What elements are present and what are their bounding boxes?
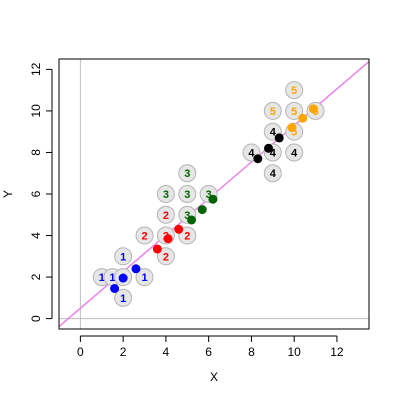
label-marker-circle <box>114 288 133 307</box>
label-marker-text: 3 <box>163 189 169 201</box>
x-tick-label: 4 <box>163 345 170 359</box>
group-4-dot <box>274 133 284 143</box>
label-marker-circle <box>114 247 133 266</box>
group-1-dot <box>118 273 128 283</box>
label-marker-text: 5 <box>291 127 297 139</box>
plot-area: 11111122222333334444455555 <box>59 59 369 329</box>
group-4-dot <box>253 154 263 164</box>
label-marker-text: 5 <box>291 106 297 118</box>
label-marker-text: 3 <box>184 210 190 222</box>
x-tick-label: 8 <box>248 345 255 359</box>
label-marker-circle <box>156 185 175 203</box>
group-3: 3 3 3 3 3 <box>156 164 218 225</box>
label-marker-text: 4 <box>248 147 255 159</box>
group-4-label-marker: 4 <box>285 143 304 162</box>
label-marker-circle <box>178 185 197 203</box>
group-3-label-marker: 3 <box>178 164 197 183</box>
y-tick-label: 10 <box>29 104 43 118</box>
group-2-dot <box>152 244 162 254</box>
label-marker-text: 4 <box>270 147 277 159</box>
label-marker-text: 2 <box>141 231 147 243</box>
group-1-label-marker: 1 <box>114 288 133 307</box>
label-marker-circle <box>178 164 197 183</box>
group-1: 111111 <box>92 247 154 307</box>
x-tick-label: 0 <box>77 345 84 359</box>
label-marker-text: 1 <box>99 272 105 284</box>
label-marker-text: 4 <box>270 127 277 139</box>
label-marker-circle <box>135 226 154 245</box>
label-marker-circle <box>285 81 304 100</box>
group-3-dot <box>208 194 218 204</box>
x-tick-label: 6 <box>205 345 212 359</box>
group-1-label-marker: 1 <box>135 268 154 287</box>
y-axis: 0 2 4 6 8 10 12 <box>29 62 53 322</box>
label-marker-circle <box>285 143 304 162</box>
group-1-label-marker: 1 <box>114 247 133 266</box>
y-tick-label: 2 <box>29 273 43 280</box>
y-tick-label: 4 <box>29 232 43 239</box>
label-marker-text: 2 <box>184 231 190 243</box>
label-marker-circle <box>178 226 197 245</box>
group-5-dot <box>298 113 308 123</box>
label-marker-text: 1 <box>109 272 115 284</box>
label-marker-text: 1 <box>120 251 126 263</box>
label-marker-text: 3 <box>184 189 190 201</box>
x-tick-label: 10 <box>287 345 301 359</box>
y-tick-label: 0 <box>29 315 43 322</box>
y-tick-label: 8 <box>29 149 43 156</box>
group-5-dot <box>308 104 318 114</box>
label-marker-text: 2 <box>163 210 169 222</box>
group-2: 22222 <box>135 205 197 266</box>
group-3-label-marker: 3 <box>178 185 197 203</box>
group-3-label-marker: 3 <box>156 185 175 203</box>
group-5-label-marker: 5 <box>263 101 282 120</box>
group-2-label-marker: 2 <box>135 226 154 245</box>
group-5: 55555 <box>263 81 325 141</box>
group-4: 4 4 4 4 4 <box>242 122 304 183</box>
group-1-dot <box>131 264 141 274</box>
group-3-dot <box>187 215 197 225</box>
label-marker-circle <box>285 101 304 120</box>
label-marker-text: 3 <box>184 168 190 180</box>
label-marker-text: 4 <box>291 147 298 159</box>
label-marker-circle <box>263 101 282 120</box>
x-axis-title: X <box>210 370 218 384</box>
plot-content: 11111122222333334444455555 <box>59 59 369 329</box>
label-marker-circle <box>263 164 282 183</box>
plot-frame <box>58 58 370 330</box>
group-2-label-marker: 2 <box>156 247 175 266</box>
x-tick-label: 2 <box>120 345 127 359</box>
x-axis: 0 2 4 6 8 10 12 <box>77 335 344 359</box>
group-4-dot <box>264 143 274 153</box>
label-marker-text: 3 <box>206 189 212 201</box>
group-5-label-marker: 5 <box>285 101 304 120</box>
label-marker-text: 4 <box>270 168 277 180</box>
x-tick-label: 12 <box>330 345 344 359</box>
y-tick-label: 12 <box>29 62 43 76</box>
group-2-dot <box>163 234 173 244</box>
group-5-dot <box>287 123 297 133</box>
label-marker-text: 1 <box>120 293 126 305</box>
group-2-label-marker: 2 <box>178 226 197 245</box>
group-3-dot <box>197 205 207 215</box>
label-marker-text: 1 <box>141 272 147 284</box>
group-1-dot <box>110 284 120 293</box>
y-axis-title: Y <box>1 190 15 198</box>
label-marker-text: 2 <box>163 251 169 263</box>
label-marker-text: 5 <box>291 85 297 97</box>
group-4-label-marker: 4 <box>263 164 282 183</box>
group-2-label-marker: 2 <box>156 205 175 224</box>
y-tick-label: 6 <box>29 190 43 197</box>
group-5-label-marker: 5 <box>285 81 304 100</box>
label-marker-circle <box>135 268 154 287</box>
label-marker-circle <box>156 205 175 224</box>
label-marker-text: 5 <box>270 106 276 118</box>
group-2-dot <box>174 224 184 234</box>
label-marker-circle <box>156 247 175 266</box>
